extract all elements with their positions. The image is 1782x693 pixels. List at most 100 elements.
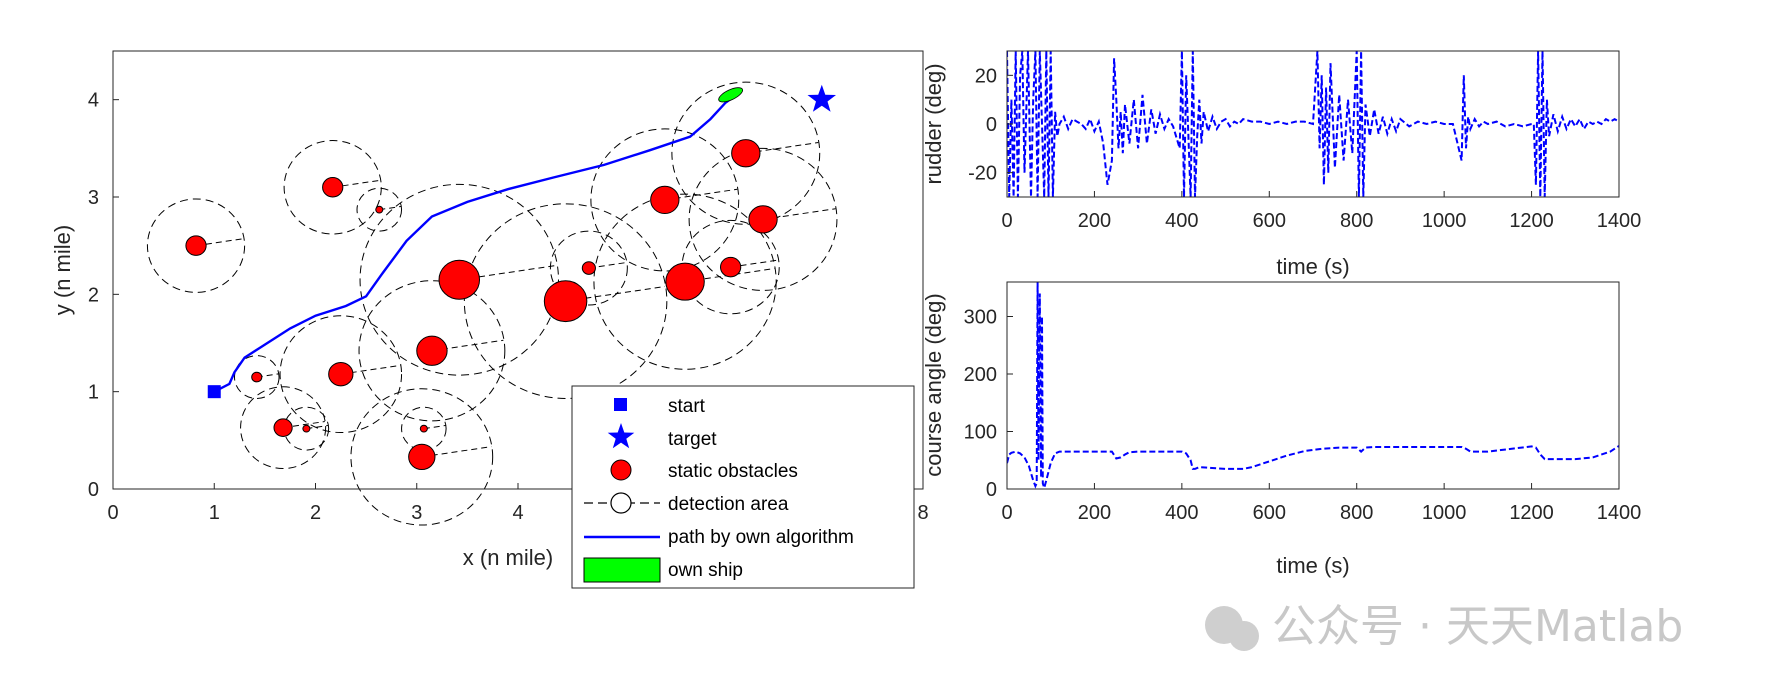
obstacle-layer — [185, 139, 778, 471]
course-x-tick-label-4: 800 — [1340, 502, 1373, 524]
obstacle-16 — [731, 139, 761, 168]
obstacle-8 — [416, 335, 448, 366]
course-y-tick-label-2: 200 — [964, 364, 997, 386]
own-ship-marker — [718, 87, 743, 103]
rudder-axes: 0 200 400 600 800 1000 1200 1400 -20 0 20 time (s… — [921, 50, 1641, 279]
detection-circle-1 — [283, 140, 382, 235]
detection-circle-9 — [401, 406, 447, 451]
rudder-y-ticks: -20 0 20 — [968, 65, 1013, 185]
obstacle-7 — [438, 259, 481, 300]
obstacle-17 — [748, 205, 778, 234]
detection-radius-11 — [565, 286, 665, 302]
obstacle-9 — [419, 424, 428, 433]
target-star-marker — [807, 84, 836, 112]
course-axes: 0 200 400 600 800 1000 1200 1400 0 100 200 300 tim… — [921, 281, 1641, 578]
rudder-x-ticks: 0 200 400 600 800 1000 1200 1400 — [1001, 191, 1641, 232]
path-layer — [213, 90, 742, 393]
detection-circle-3 — [234, 355, 280, 399]
detection-circle-8 — [358, 280, 506, 422]
obstacle-1 — [322, 177, 344, 198]
course-x-tick-label-1: 200 — [1078, 502, 1111, 524]
obstacle-2 — [375, 205, 384, 214]
detection-circle-12 — [549, 230, 628, 306]
rudder-y-tick-label-0: -20 — [968, 163, 997, 185]
detection-circle-5 — [240, 386, 327, 470]
course-x-tick-label-7: 1400 — [1597, 502, 1642, 524]
course-x-ticks: 0 200 400 600 800 1000 1200 1400 — [1001, 483, 1641, 524]
rudder-line — [1007, 51, 1619, 197]
course-x-tick-label-2: 400 — [1165, 502, 1198, 524]
detection-circle-10 — [350, 388, 494, 526]
map-y-tick-label-0: 0 — [88, 479, 99, 501]
course-y-tick-label-3: 300 — [964, 307, 997, 329]
detection-radius-5 — [283, 421, 325, 429]
map-x-tick-label-3: 3 — [411, 502, 422, 524]
course-line — [1007, 282, 1619, 489]
map-x-tick-label-0: 0 — [107, 502, 118, 524]
map-y-tick-label-4: 4 — [88, 90, 99, 112]
map-x-tick-label-8: 8 — [917, 502, 928, 524]
map-y-label: y (n mile) — [50, 225, 75, 315]
map-x-tick-label-4: 4 — [512, 502, 523, 524]
rudder-x-tick-label-4: 800 — [1340, 210, 1373, 232]
course-y-tick-label-1: 100 — [964, 422, 997, 444]
obstacle-12 — [581, 261, 596, 275]
detection-circle-0 — [146, 198, 246, 293]
rudder-y-label: rudder (deg) — [921, 63, 946, 184]
legend-ship-swatch — [583, 557, 661, 583]
own-path-line — [213, 90, 742, 393]
rudder-x-tick-label-3: 600 — [1253, 210, 1286, 232]
legend-obstacles-label: static obstacles — [668, 461, 798, 482]
legend-detection-label: detection area — [668, 494, 789, 515]
course-y-tick-label-0: 0 — [986, 479, 997, 501]
obstacle-5 — [273, 418, 293, 437]
obstacle-0 — [185, 235, 207, 256]
obstacle-10 — [408, 443, 436, 471]
rudder-x-tick-label-6: 1200 — [1509, 210, 1554, 232]
rudder-x-tick-label-5: 1000 — [1422, 210, 1467, 232]
legend-path-label: path by own algorithm — [668, 527, 854, 548]
rudder-series — [1007, 51, 1619, 197]
course-y-ticks: 0 100 200 300 — [964, 307, 1013, 501]
course-plot-area — [1007, 282, 1619, 489]
map-x-tick-label-2: 2 — [310, 502, 321, 524]
detection-circle-17 — [688, 147, 838, 291]
legend-target-star-icon — [607, 423, 635, 449]
legend-start-marker — [614, 398, 627, 411]
detection-radius-0 — [195, 238, 244, 247]
map-y-tick-label-3: 3 — [88, 187, 99, 209]
map-y-ticks: 0 1 2 3 4 — [88, 90, 119, 501]
obstacle-6 — [302, 424, 311, 433]
legend-detection-marker — [610, 492, 632, 514]
course-x-tick-label-6: 1200 — [1509, 502, 1554, 524]
obstacle-4 — [328, 361, 354, 387]
obstacle-11 — [543, 280, 588, 323]
legend-box — [571, 385, 915, 589]
rudder-y-tick-label-1: 0 — [986, 114, 997, 136]
detection-circle-2 — [356, 187, 403, 232]
watermark-text: 公众号 · 天天Matlab — [1272, 601, 1683, 652]
obstacle-13 — [650, 185, 680, 215]
rudder-y-tick-label-2: 20 — [975, 65, 997, 87]
watermark: 公众号 · 天天Matlab — [1205, 601, 1683, 652]
rudder-x-tick-label-1: 200 — [1078, 210, 1111, 232]
course-x-tick-label-5: 1000 — [1422, 502, 1467, 524]
rudder-x-tick-label-2: 400 — [1165, 210, 1198, 232]
rudder-x-tick-label-0: 0 — [1001, 210, 1012, 232]
detection-radius-12 — [588, 262, 627, 269]
course-x-tick-label-3: 600 — [1253, 502, 1286, 524]
detection-circle-4 — [279, 315, 403, 434]
legend-obstacle-marker — [610, 459, 632, 481]
obstacle-3 — [251, 371, 263, 383]
course-x-label: time (s) — [1276, 553, 1349, 578]
map-x-label: x (n mile) — [463, 545, 553, 570]
course-axes-box — [1006, 281, 1620, 490]
map-y-tick-label-1: 1 — [88, 382, 99, 404]
detection-radius-15 — [730, 259, 779, 268]
detection-circle-16 — [671, 81, 821, 225]
course-x-tick-label-0: 0 — [1001, 502, 1012, 524]
obstacle-14 — [665, 262, 705, 301]
course-y-label: course angle (deg) — [921, 293, 946, 476]
